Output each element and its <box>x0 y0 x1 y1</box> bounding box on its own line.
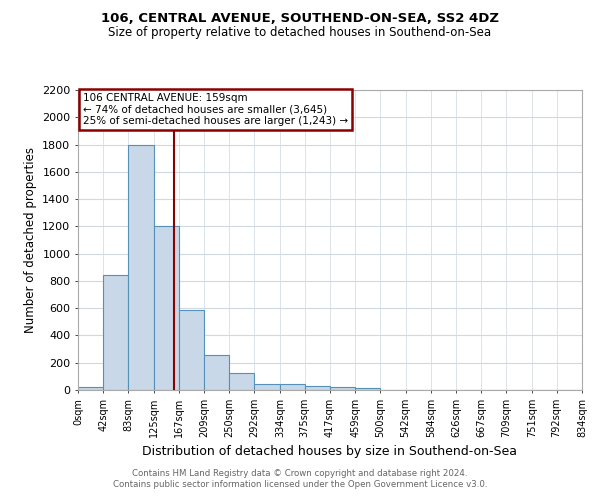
Text: 106 CENTRAL AVENUE: 159sqm
← 74% of detached houses are smaller (3,645)
25% of s: 106 CENTRAL AVENUE: 159sqm ← 74% of deta… <box>83 93 348 126</box>
Text: Contains HM Land Registry data © Crown copyright and database right 2024.: Contains HM Land Registry data © Crown c… <box>132 468 468 477</box>
Bar <box>205 355 229 390</box>
Text: Contains public sector information licensed under the Open Government Licence v3: Contains public sector information licen… <box>113 480 487 489</box>
X-axis label: Distribution of detached houses by size in Southend-on-Sea: Distribution of detached houses by size … <box>143 446 517 458</box>
Bar <box>280 384 305 390</box>
Bar <box>355 388 380 390</box>
Bar <box>330 388 355 390</box>
Bar <box>128 144 154 390</box>
Y-axis label: Number of detached properties: Number of detached properties <box>23 147 37 333</box>
Bar <box>103 276 128 390</box>
Bar <box>254 384 280 390</box>
Bar <box>154 226 179 390</box>
Text: Size of property relative to detached houses in Southend-on-Sea: Size of property relative to detached ho… <box>109 26 491 39</box>
Text: 106, CENTRAL AVENUE, SOUTHEND-ON-SEA, SS2 4DZ: 106, CENTRAL AVENUE, SOUTHEND-ON-SEA, SS… <box>101 12 499 26</box>
Bar <box>179 310 205 390</box>
Bar <box>229 373 254 390</box>
Bar <box>78 386 103 390</box>
Bar <box>305 386 330 390</box>
